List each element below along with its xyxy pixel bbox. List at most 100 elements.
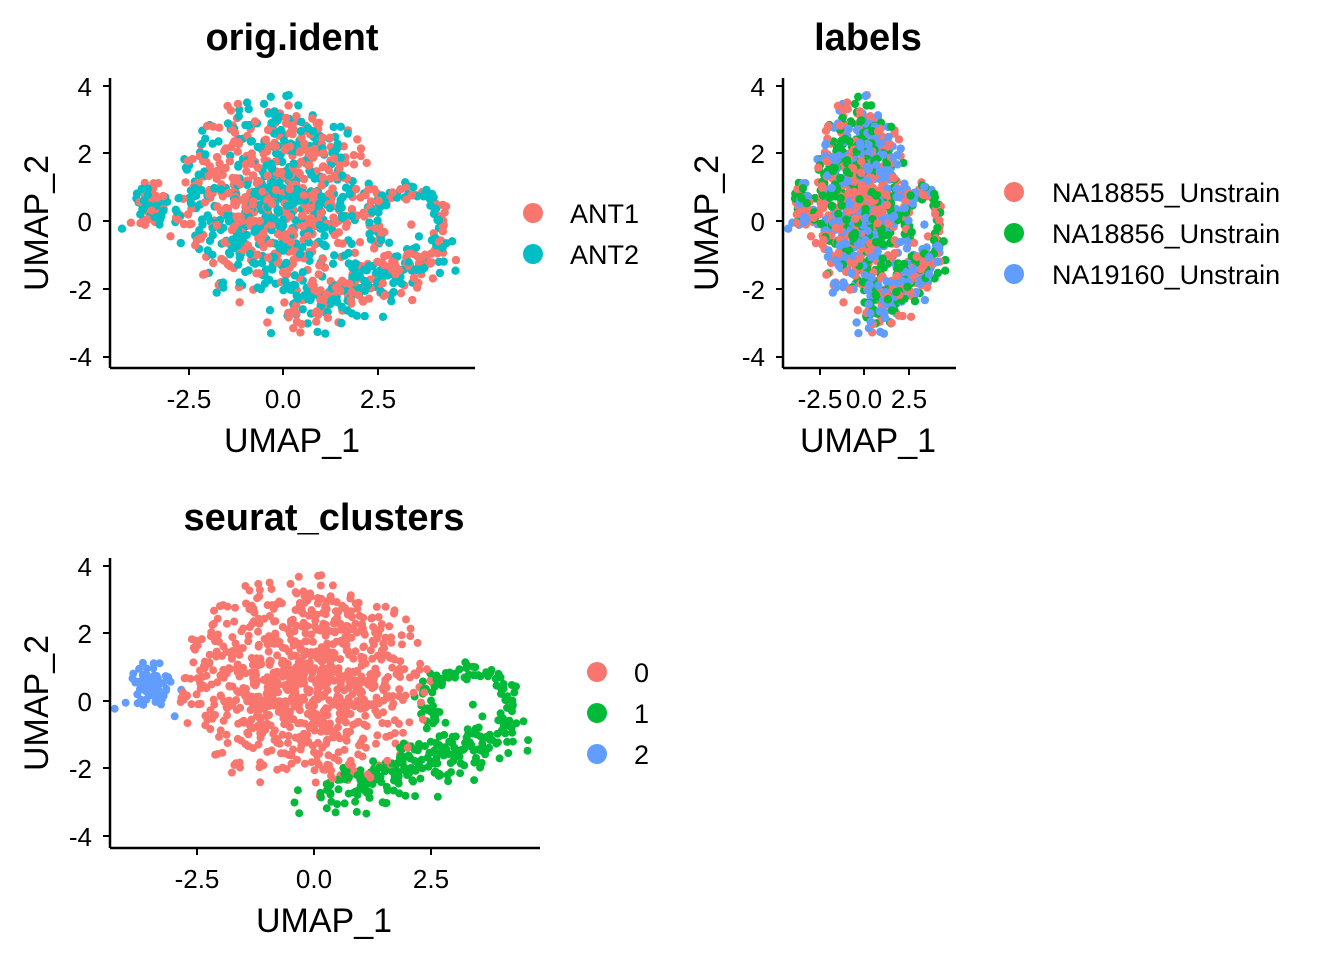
scatter-point bbox=[299, 191, 308, 200]
scatter-point bbox=[349, 151, 358, 160]
scatter-point bbox=[811, 238, 821, 248]
scatter-point bbox=[438, 200, 447, 210]
scatter-point bbox=[237, 627, 246, 636]
scatter-point bbox=[199, 681, 208, 690]
scatter-point bbox=[255, 217, 264, 226]
scatter-point bbox=[253, 250, 262, 259]
scatter-point bbox=[331, 808, 340, 817]
scatter-point bbox=[290, 798, 299, 807]
y-axis-title: UMAP_2 bbox=[18, 155, 56, 291]
scatter-point bbox=[234, 139, 244, 148]
scatter-point bbox=[294, 101, 303, 110]
scatter-point bbox=[478, 712, 487, 721]
scatter-point bbox=[159, 206, 168, 215]
scatter-point bbox=[210, 183, 219, 193]
scatter-point bbox=[265, 275, 274, 285]
scatter-point bbox=[355, 611, 364, 620]
scatter-point bbox=[827, 183, 836, 193]
scatter-point bbox=[155, 659, 164, 668]
scatter-point bbox=[202, 121, 212, 131]
scatter-point bbox=[242, 230, 251, 240]
panel-orig-ident: orig.ident -4 -2 0 2 4 -2.5 0.0 2.5 UMAP… bbox=[18, 17, 639, 460]
scatter-point bbox=[281, 697, 290, 706]
scatter-point bbox=[340, 686, 349, 695]
scatter-point bbox=[432, 204, 441, 213]
scatter-point bbox=[438, 227, 448, 236]
scatter-point bbox=[194, 170, 203, 179]
scatter-point bbox=[330, 230, 340, 240]
legend-label: 2 bbox=[634, 740, 649, 770]
scatter-point bbox=[834, 217, 843, 226]
scatter-points bbox=[784, 91, 950, 338]
scatter-point bbox=[889, 153, 898, 162]
scatter-point bbox=[843, 177, 852, 186]
scatter-point bbox=[349, 624, 358, 633]
scatter-point bbox=[463, 661, 472, 670]
scatter-point bbox=[299, 609, 308, 618]
scatter-point bbox=[931, 199, 941, 209]
x-axis-title: UMAP_1 bbox=[224, 422, 360, 460]
scatter-point bbox=[305, 723, 314, 732]
scatter-point bbox=[288, 615, 297, 624]
scatter-point bbox=[930, 189, 939, 199]
panel-title: seurat_clusters bbox=[184, 497, 465, 539]
scatter-point bbox=[232, 174, 241, 183]
scatter-point bbox=[303, 231, 313, 241]
scatter-point bbox=[451, 255, 461, 265]
y-tick-label: 0 bbox=[751, 207, 765, 237]
scatter-point bbox=[285, 184, 295, 194]
scatter-point bbox=[325, 133, 335, 142]
scatter-point bbox=[317, 571, 326, 580]
scatter-point bbox=[273, 116, 282, 125]
scatter-point bbox=[294, 168, 303, 177]
scatter-point bbox=[225, 157, 234, 166]
scatter-point bbox=[321, 631, 330, 640]
scatter-point bbox=[378, 719, 387, 727]
scatter-point bbox=[219, 223, 228, 232]
scatter-point bbox=[295, 249, 305, 259]
panel-title: labels bbox=[814, 17, 922, 59]
scatter-point bbox=[221, 203, 231, 213]
scatter-point bbox=[197, 186, 206, 195]
scatter-point bbox=[342, 730, 351, 739]
scatter-point bbox=[333, 723, 342, 732]
scatter-point bbox=[893, 160, 902, 169]
scatter-point bbox=[430, 682, 439, 691]
scatter-point bbox=[205, 650, 214, 659]
scatter-point bbox=[836, 194, 845, 203]
scatter-point bbox=[360, 677, 369, 686]
scatter-point bbox=[864, 165, 873, 174]
y-tick-label: -4 bbox=[69, 822, 92, 852]
scatter-point bbox=[845, 285, 855, 294]
scatter-point bbox=[203, 212, 213, 221]
scatter-point bbox=[390, 655, 399, 664]
scatter-point bbox=[881, 190, 890, 199]
scatter-point bbox=[501, 729, 510, 738]
scatter-point bbox=[904, 216, 913, 225]
scatter-point bbox=[336, 655, 345, 664]
scatter-point bbox=[798, 184, 808, 193]
scatter-point bbox=[925, 252, 934, 262]
scatter-point bbox=[234, 260, 243, 269]
legend: 0 1 2 bbox=[587, 658, 649, 770]
scatter-point bbox=[268, 265, 277, 274]
scatter-point bbox=[823, 252, 833, 261]
scatter-point bbox=[784, 224, 793, 233]
scatter-point bbox=[322, 704, 330, 713]
scatter-point bbox=[831, 223, 841, 232]
scatter-point bbox=[338, 171, 347, 180]
scatter-point bbox=[236, 763, 245, 772]
scatter-point bbox=[879, 150, 888, 159]
scatter-point bbox=[333, 692, 342, 700]
scatter-point bbox=[280, 298, 289, 307]
x-tick-label: 2.5 bbox=[413, 864, 449, 894]
scatter-point bbox=[369, 640, 378, 649]
scatter-point bbox=[254, 740, 263, 749]
scatter-point bbox=[289, 324, 298, 333]
scatter-point bbox=[271, 629, 280, 638]
scatter-point bbox=[212, 152, 222, 162]
legend-key bbox=[1004, 264, 1024, 284]
scatter-point bbox=[255, 619, 264, 628]
scatter-point bbox=[317, 727, 325, 736]
scatter-point bbox=[302, 660, 311, 669]
